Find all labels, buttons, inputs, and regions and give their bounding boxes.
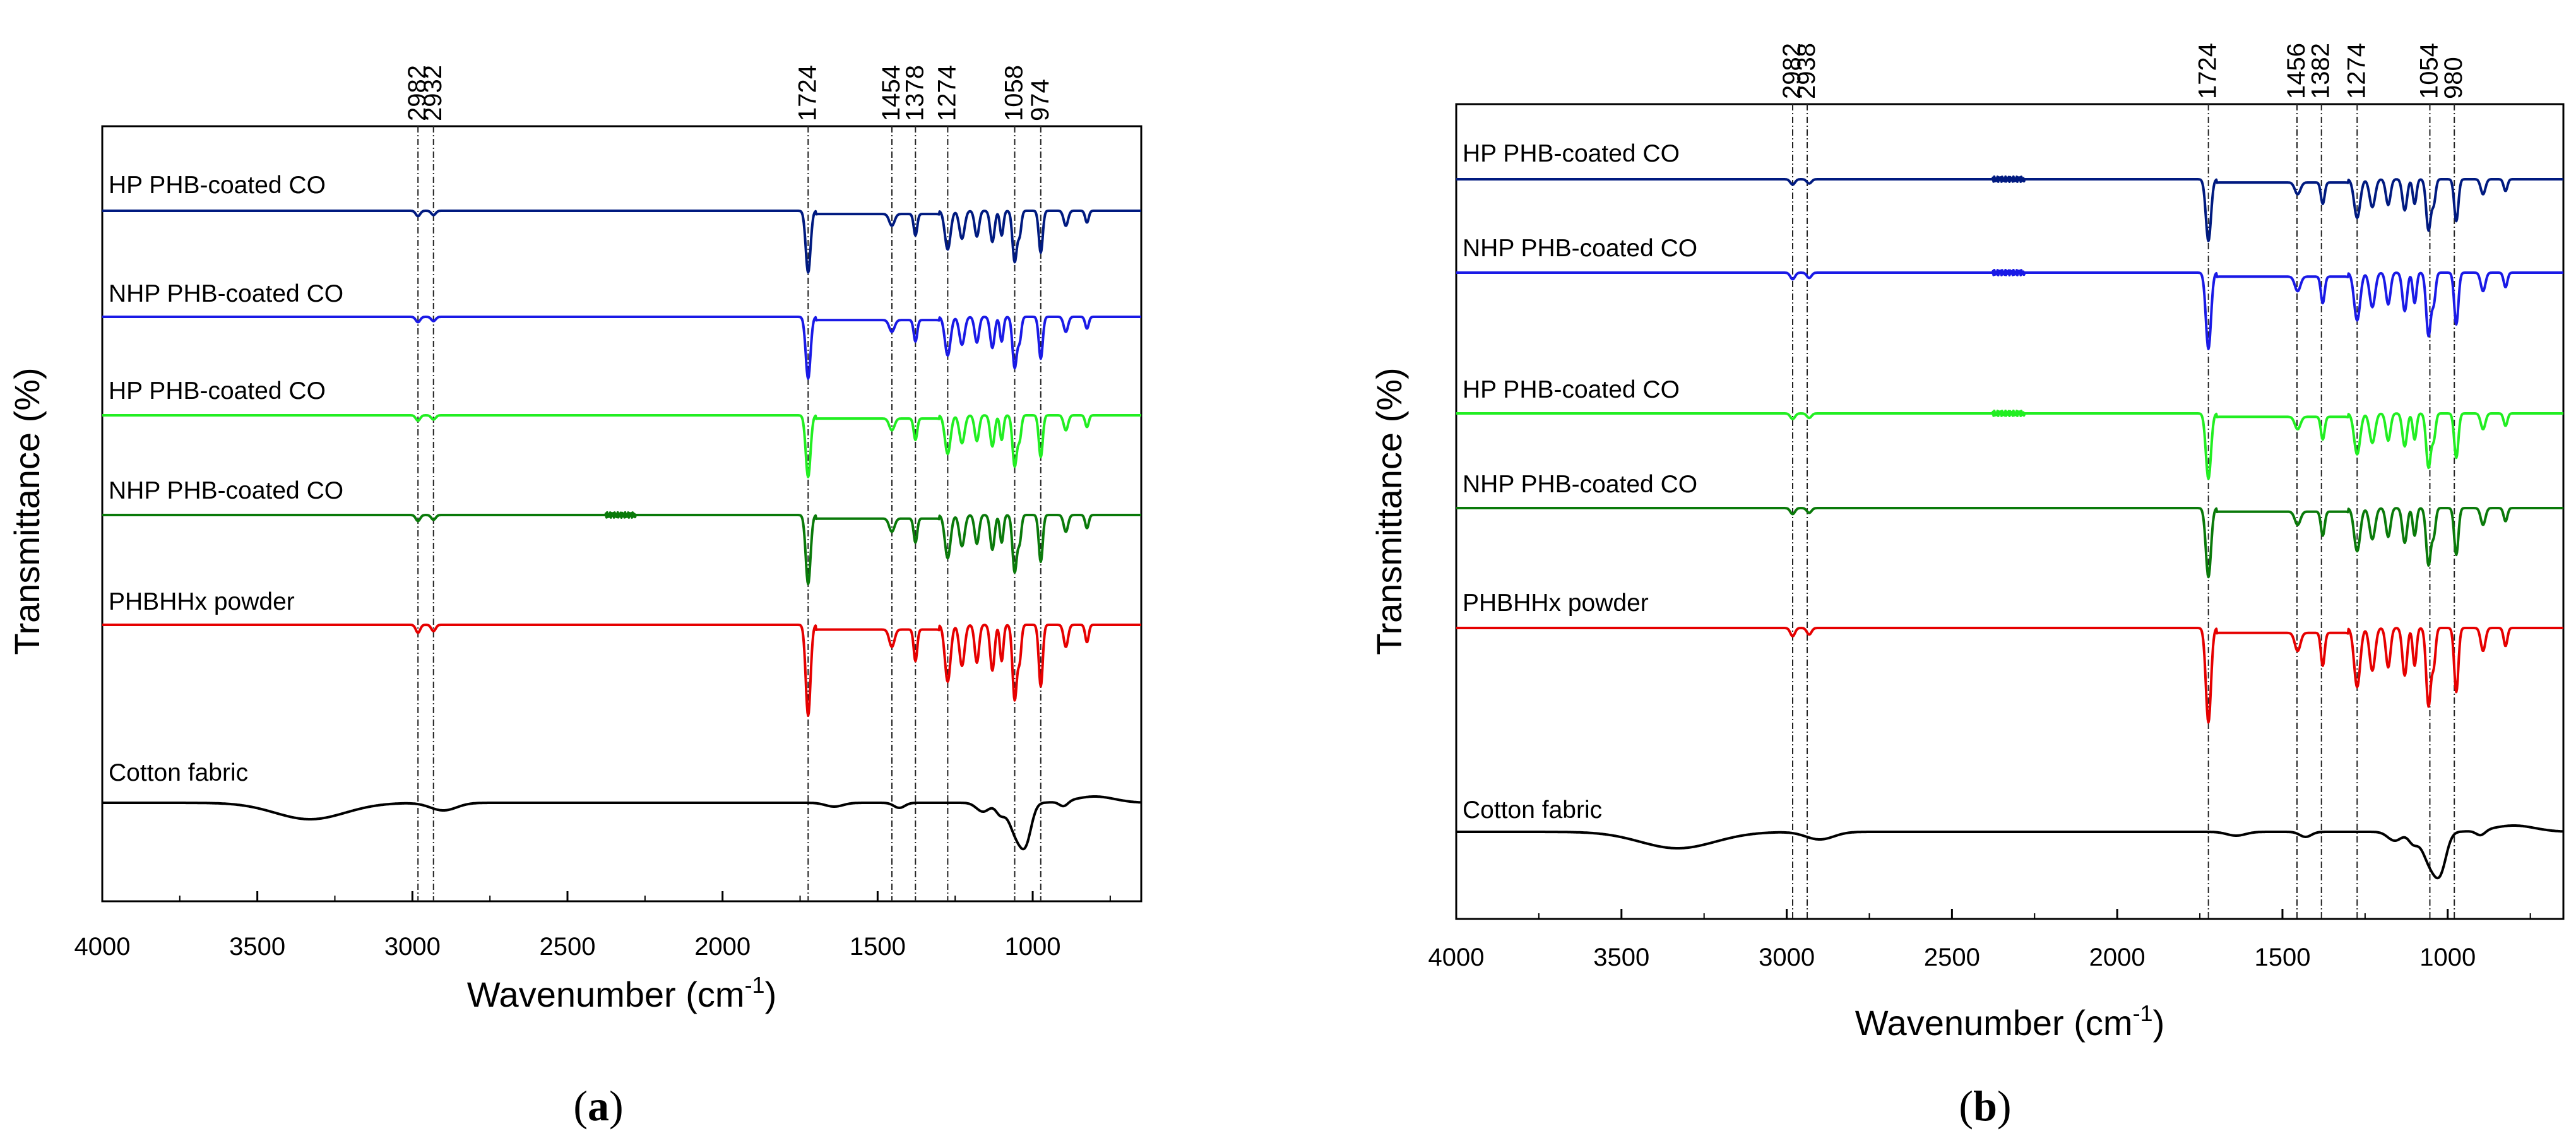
y-axis-title: Transmittance (%) [1369,367,1409,654]
series-line-1 [1456,269,2564,350]
series-label-3: NHP PHB-coated CO [109,477,343,504]
series-label-3: NHP PHB-coated CO [1463,471,1697,498]
series-line-4 [102,624,1142,717]
series-line-5 [1456,824,2564,880]
x-tick-label: 1500 [850,933,906,961]
x-tick-label: 1500 [2254,944,2310,971]
peak-label-1274: 1274 [933,65,961,121]
x-axis-title: Wavenumber (cm-1) [467,972,776,1014]
peak-label-1454: 1454 [877,65,905,121]
series-line-3 [1456,507,2564,579]
series-label-4: PHBHHx powder [109,588,295,615]
x-tick-label: 1000 [2419,944,2476,971]
peak-label-974: 974 [1026,79,1054,121]
series-line-2 [102,414,1142,478]
series-label-4: PHBHHx powder [1463,589,1649,617]
series-line-5 [102,795,1142,851]
series-label-0: HP PHB-coated CO [1463,140,1680,167]
series-label-1: NHP PHB-coated CO [1463,235,1697,262]
x-tick-label: 3500 [229,933,285,961]
series-label-2: HP PHB-coated CO [1463,376,1680,403]
panel-caption: (a) [573,1082,623,1130]
x-tick-label: 4000 [1428,944,1485,971]
series-line-0 [102,210,1142,274]
x-tick-label: 2500 [1924,944,1980,971]
plot-frame [1455,103,2565,920]
x-tick-label: 2500 [540,933,596,961]
y-axis-title: Transmittance (%) [7,367,47,654]
peak-label-2932: 2932 [419,65,447,121]
peak-label-1382: 1382 [2307,43,2335,99]
peak-label-1274: 1274 [2342,43,2370,99]
series-line-2 [1456,410,2564,480]
x-tick-label: 2000 [694,933,751,961]
peak-label-1054: 1054 [2415,43,2443,99]
x-tick-label: 3500 [1593,944,1649,971]
series-label-0: HP PHB-coated CO [109,172,326,199]
series-label-1: NHP PHB-coated CO [109,280,343,307]
peak-label-2938: 2938 [1793,43,1820,99]
series-line-1 [102,316,1142,380]
series-label-5: Cotton fabric [109,759,248,786]
peak-label-1724: 1724 [793,65,821,121]
peak-label-1724: 1724 [2194,43,2222,99]
peak-label-980: 980 [2440,57,2467,99]
peak-label-1378: 1378 [901,65,929,121]
panel-caption: (b) [1959,1082,2011,1130]
series-label-2: HP PHB-coated CO [109,377,326,405]
series-label-5: Cotton fabric [1463,797,1602,824]
x-tick-label: 2000 [2089,944,2146,971]
x-tick-label: 1000 [1005,933,1061,961]
x-tick-label: 3000 [384,933,441,961]
series-line-0 [1456,175,2564,242]
x-tick-label: 4000 [74,933,131,961]
peak-label-1058: 1058 [1000,65,1028,121]
series-line-3 [102,511,1142,586]
peak-label-1456: 1456 [2282,43,2310,99]
peak-label-2982: 2982 [1778,43,1806,99]
x-axis-title: Wavenumber (cm-1) [1855,1000,2164,1043]
peak-label-2982: 2982 [403,65,431,121]
series-line-4 [1456,627,2564,724]
x-tick-label: 3000 [1759,944,1815,971]
